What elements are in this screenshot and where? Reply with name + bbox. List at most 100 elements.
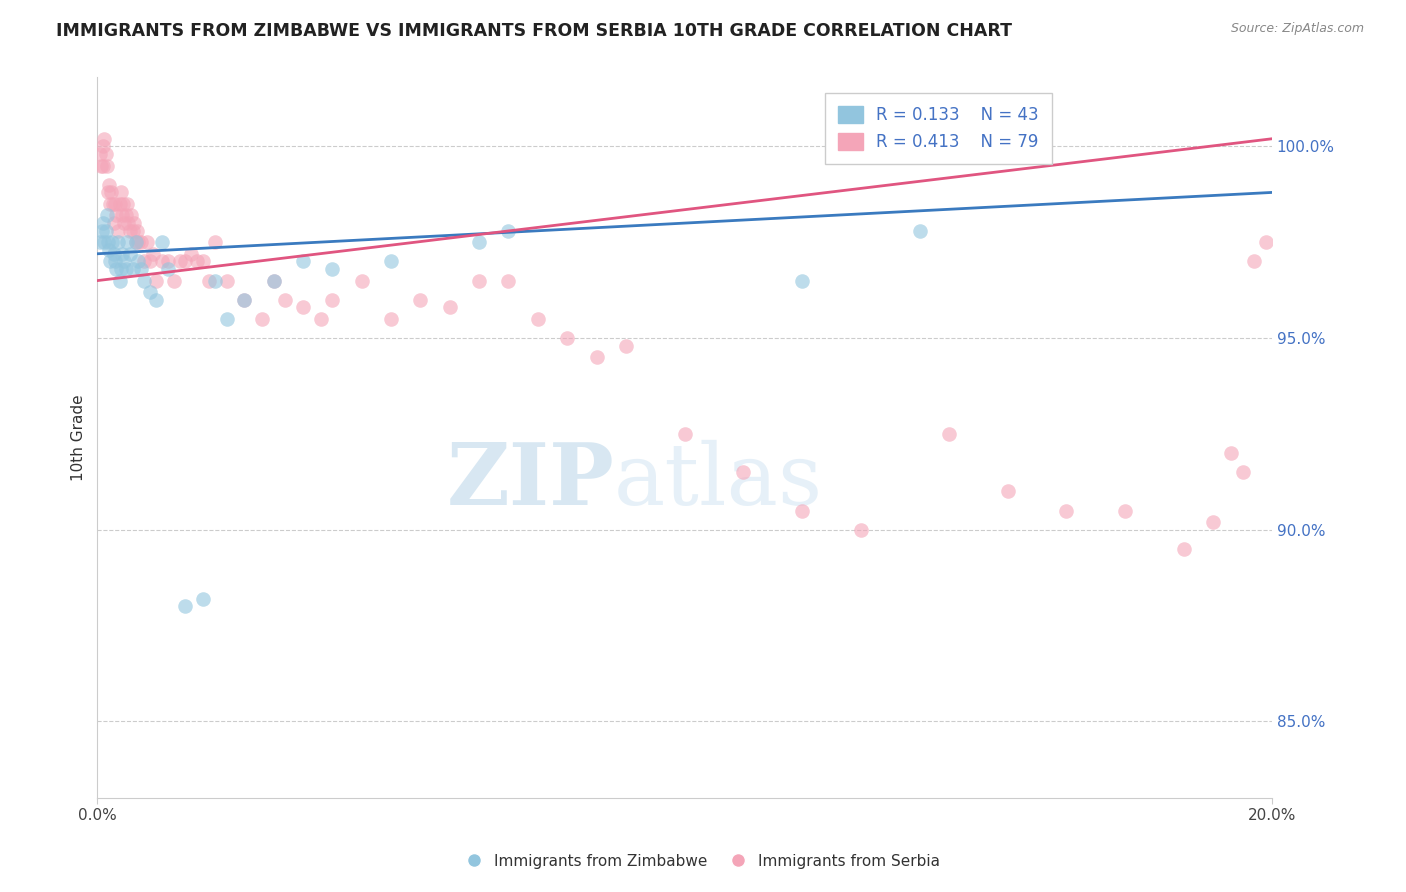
Point: [997, 484, 1019, 499]
Point: [111, 246, 134, 260]
Point: [908, 224, 931, 238]
Point: [790, 503, 813, 517]
Point: [215, 312, 238, 326]
Point: [121, 262, 143, 277]
Point: [309, 312, 332, 326]
Point: [186, 254, 208, 268]
Point: [139, 285, 162, 299]
Point: [115, 197, 138, 211]
Point: [114, 209, 136, 223]
Point: [291, 254, 314, 268]
Point: [90, 159, 112, 173]
Point: [163, 274, 186, 288]
Point: [139, 254, 162, 268]
Point: [94, 147, 117, 161]
Y-axis label: 10th Grade: 10th Grade: [72, 394, 86, 481]
Point: [191, 254, 214, 268]
Point: [127, 224, 149, 238]
Point: [97, 186, 120, 200]
Point: [1054, 503, 1077, 517]
Text: IMMIGRANTS FROM ZIMBABWE VS IMMIGRANTS FROM SERBIA 10TH GRADE CORRELATION CHART: IMMIGRANTS FROM ZIMBABWE VS IMMIGRANTS F…: [56, 22, 1012, 40]
Point: [263, 274, 285, 288]
Text: ZIP: ZIP: [446, 439, 614, 523]
Point: [233, 293, 256, 307]
Point: [112, 254, 135, 268]
Point: [380, 254, 402, 268]
Point: [1219, 446, 1241, 460]
Point: [91, 224, 114, 238]
Point: [145, 274, 167, 288]
Point: [527, 312, 550, 326]
Point: [117, 216, 139, 230]
Point: [733, 465, 755, 479]
Point: [1243, 254, 1265, 268]
Point: [91, 159, 114, 173]
Point: [274, 293, 297, 307]
Point: [114, 262, 136, 277]
Point: [100, 186, 122, 200]
Point: [89, 147, 111, 161]
Point: [204, 274, 226, 288]
Point: [91, 216, 114, 230]
Point: [555, 331, 578, 345]
Point: [321, 262, 343, 277]
Point: [105, 209, 128, 223]
Point: [180, 246, 202, 260]
Point: [118, 224, 141, 238]
Point: [111, 209, 134, 223]
Point: [614, 339, 637, 353]
Text: atlas: atlas: [614, 440, 824, 523]
Point: [204, 235, 226, 250]
Legend: R = 0.133    N = 43, R = 0.413    N = 79: R = 0.133 N = 43, R = 0.413 N = 79: [824, 93, 1052, 164]
Point: [585, 351, 607, 365]
Point: [131, 235, 153, 250]
Point: [938, 426, 960, 441]
Point: [191, 591, 214, 606]
Point: [94, 224, 117, 238]
Point: [498, 224, 520, 238]
Point: [110, 262, 132, 277]
Point: [122, 216, 145, 230]
Point: [127, 235, 149, 250]
Point: [233, 293, 256, 307]
Point: [93, 132, 115, 146]
Point: [89, 235, 111, 250]
Point: [131, 262, 153, 277]
Point: [468, 235, 491, 250]
Point: [142, 246, 165, 260]
Point: [498, 274, 520, 288]
Point: [108, 274, 131, 288]
Point: [91, 139, 114, 153]
Point: [93, 235, 115, 250]
Point: [98, 243, 121, 257]
Point: [101, 197, 124, 211]
Point: [105, 262, 128, 277]
Point: [468, 274, 491, 288]
Point: [118, 246, 141, 260]
Point: [124, 235, 146, 250]
Point: [350, 274, 373, 288]
Point: [1173, 541, 1195, 556]
Point: [112, 216, 135, 230]
Point: [150, 254, 173, 268]
Point: [115, 235, 138, 250]
Point: [120, 209, 142, 223]
Point: [98, 197, 121, 211]
Point: [96, 209, 118, 223]
Point: [263, 274, 285, 288]
Point: [134, 254, 156, 268]
Point: [110, 186, 132, 200]
Point: [127, 254, 149, 268]
Point: [98, 178, 121, 192]
Point: [1202, 515, 1225, 529]
Point: [198, 274, 221, 288]
Point: [790, 274, 813, 288]
Point: [1232, 465, 1254, 479]
Point: [174, 599, 197, 614]
Legend: Immigrants from Zimbabwe, Immigrants from Serbia: Immigrants from Zimbabwe, Immigrants fro…: [460, 848, 946, 875]
Point: [380, 312, 402, 326]
Point: [101, 235, 124, 250]
Point: [291, 301, 314, 315]
Point: [439, 301, 461, 315]
Point: [96, 159, 118, 173]
